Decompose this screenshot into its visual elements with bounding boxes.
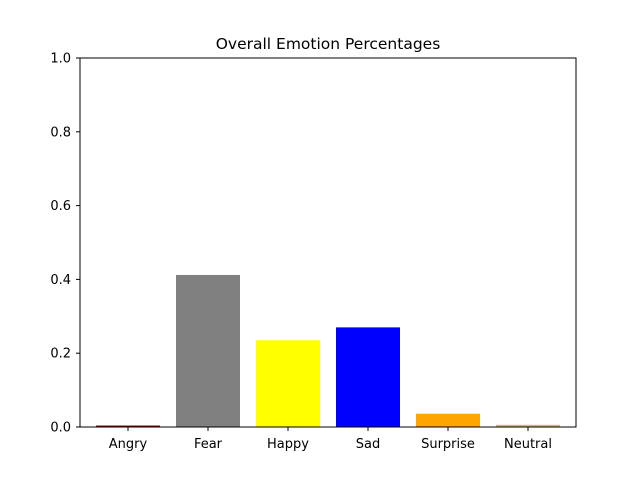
x-tick-label: Angry [109,437,148,452]
y-tick-label: 0.0 [50,421,71,436]
x-tick-label: Neutral [504,437,552,452]
x-tick-label: Happy [267,437,309,452]
bar-sad [336,327,400,427]
y-tick-label: 0.2 [50,347,71,362]
chart-title: Overall Emotion Percentages [216,35,441,53]
bar-happy [256,340,320,427]
x-axis-ticks: Angry Fear Happy Sad Surprise Neutral [109,427,552,452]
bar-fear [176,274,240,427]
bar-neutral [496,424,560,427]
y-tick-label: 0.8 [50,125,71,140]
y-tick-label: 0.4 [50,273,71,288]
x-tick-label: Fear [194,437,223,452]
x-tick-label: Sad [356,437,380,452]
bar-surprise [416,413,480,427]
y-tick-label: 0.6 [50,199,71,214]
bar-angry [96,425,160,427]
x-tick-label: Surprise [421,437,475,452]
y-axis-ticks: 0.0 0.2 0.4 0.6 0.8 1.0 [50,52,80,436]
y-tick-label: 1.0 [50,52,71,67]
plot-area-frame [79,57,577,428]
bars-group [96,274,560,427]
